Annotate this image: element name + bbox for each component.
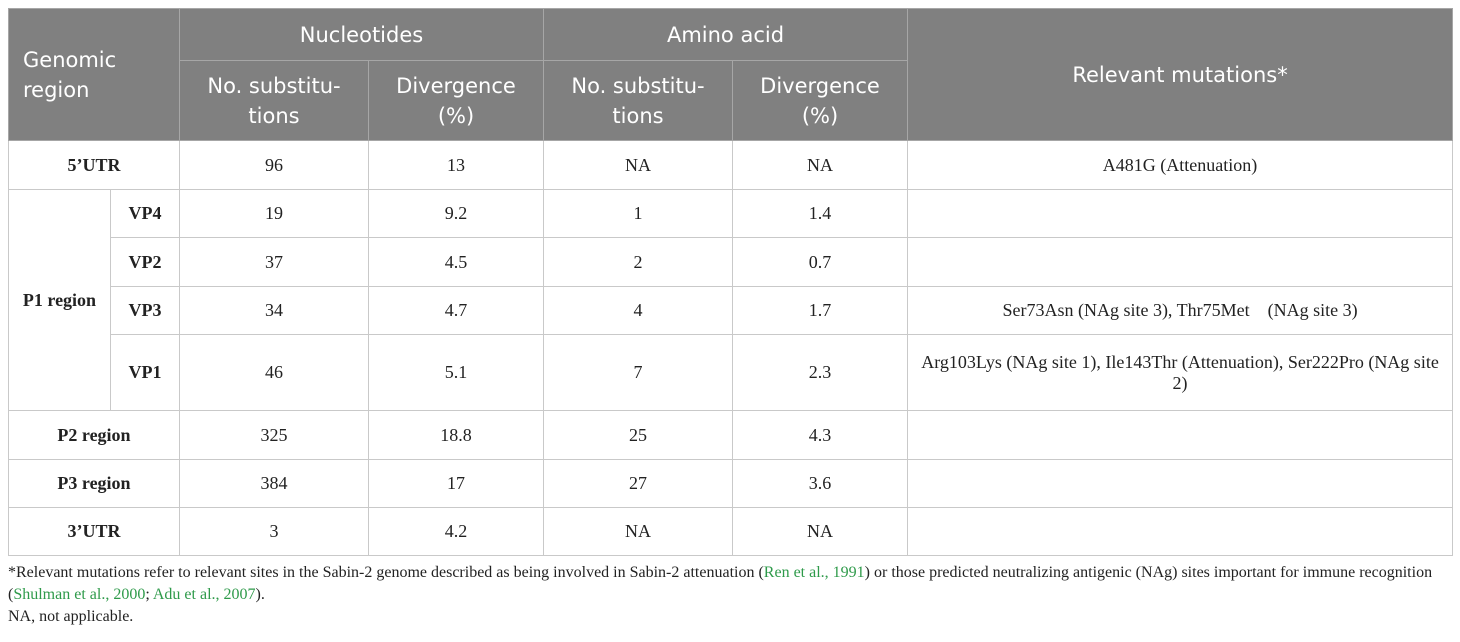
footnote: *Relevant mutations refer to relevant si… — [8, 562, 1448, 628]
group-cell: P1 region — [8, 189, 111, 411]
cell: 46 — [179, 334, 369, 411]
region-cell: P3 region — [8, 459, 180, 508]
mutation-cell: Ser73Asn (NAg site 3), Thr75Met (NAg sit… — [907, 286, 1454, 335]
header-line: Divergence — [396, 73, 516, 98]
cell: 325 — [179, 410, 369, 460]
cell: 18.8 — [368, 410, 544, 460]
cell: 384 — [179, 459, 369, 508]
mutation-cell: A481G (Attenuation) — [907, 140, 1454, 190]
cell: NA — [731, 507, 909, 556]
cell: 2.3 — [731, 334, 909, 411]
header-cell: Nucleotides — [179, 8, 544, 61]
data-table: Genomic region Nucleotides Amino acid Re… — [8, 8, 1454, 556]
citation-link[interactable]: Adu et al., 2007 — [152, 586, 256, 603]
region-cell: VP2 — [110, 237, 180, 287]
table-row: VP3 34 4.7 4 1.7 Ser73Asn (NAg site 3), Thr75… — [9, 286, 1454, 335]
mutation-cell — [907, 237, 1454, 287]
cell: NA — [731, 140, 909, 190]
region-cell: 3’UTR — [8, 507, 180, 556]
footnote-span: *Relevant mutations refer to relevant si… — [8, 564, 764, 581]
cell: 3.6 — [731, 459, 909, 508]
cell: 4.3 — [731, 410, 909, 460]
cell: 3 — [179, 507, 369, 556]
footnote-span: ). — [255, 586, 265, 603]
cell: 4.2 — [368, 507, 544, 556]
header-line: tions — [248, 103, 300, 128]
cell: 7 — [543, 334, 733, 411]
cell: 9.2 — [368, 189, 544, 238]
region-cell: VP3 — [110, 286, 180, 335]
region-cell: VP4 — [110, 189, 180, 238]
mutation-cell — [907, 459, 1454, 508]
table-row: P1 region VP4 19 9.2 1 1.4 — [8, 189, 1454, 411]
cell: 37 — [179, 237, 369, 287]
mutation-cell — [907, 507, 1454, 556]
cell: 5.1 — [368, 334, 544, 411]
cell: 4 — [543, 286, 733, 335]
cell: 96 — [179, 140, 369, 190]
header-cell: No. substitu-tions — [543, 60, 733, 141]
cell: 1.4 — [731, 189, 909, 238]
table-row: P3 region 384 17 27 3.6 — [8, 459, 1454, 508]
table-row: VP2 37 4.5 2 0.7 — [9, 237, 1454, 287]
cell: 34 — [179, 286, 369, 335]
citation-link[interactable]: Ren et al., 1991 — [763, 564, 865, 581]
footnote-span: ; — [145, 586, 153, 603]
cell: 25 — [543, 410, 733, 460]
footnote-note: NA, not applicable. — [8, 608, 134, 625]
header-cell: Amino acid — [542, 8, 909, 61]
cell: 2 — [543, 237, 733, 287]
cell: NA — [543, 507, 733, 556]
cell: 4.7 — [368, 286, 544, 335]
mutation-cell — [907, 189, 1454, 238]
header-line: No. substitu- — [207, 73, 341, 98]
table-row: 5’UTR 96 13 NA NA A481G (Attenuation) — [8, 140, 1454, 190]
cell: 27 — [543, 459, 733, 508]
mutation-cell — [907, 410, 1454, 460]
cell: 1.7 — [731, 286, 909, 335]
region-cell: VP1 — [110, 334, 180, 411]
cell: NA — [543, 140, 733, 190]
table-row: 3’UTR 3 4.2 NA NA — [8, 507, 1454, 556]
header-cell: Divergence (%) — [368, 60, 544, 141]
header-cell: Relevant mutations* — [907, 8, 1454, 141]
cell: 17 — [368, 459, 544, 508]
header-line: tions — [612, 103, 664, 128]
header-cell: Divergence (%) — [731, 60, 909, 141]
header-line: Divergence — [760, 73, 880, 98]
table-row: P2 region 325 18.8 25 4.3 — [8, 410, 1454, 460]
region-cell: P2 region — [8, 410, 180, 460]
footnote-text: *Relevant mutations refer to relevant si… — [8, 562, 1448, 606]
header-cell: No. substitu-tions — [179, 60, 369, 141]
header-line: (%) — [801, 103, 839, 128]
cell: 13 — [368, 140, 544, 190]
footnote-span: ) or those predicted neutralizing antige… — [8, 564, 1433, 603]
header-line: No. substitu- — [571, 73, 705, 98]
citation-link[interactable]: Shulman et al., 2000 — [13, 586, 146, 603]
cell: 1 — [543, 189, 733, 238]
header-cell: Genomic region — [8, 8, 180, 141]
header-line: (%) — [437, 103, 475, 128]
table-row: VP1 46 5.1 7 2.3 Arg103Lys (NAg site 1), Ile1… — [9, 334, 1454, 411]
cell: 0.7 — [731, 237, 909, 287]
cell: 19 — [179, 189, 369, 238]
cell: 4.5 — [368, 237, 544, 287]
region-cell: 5’UTR — [8, 140, 180, 190]
mutation-cell: Arg103Lys (NAg site 1), Ile143Thr (Atten… — [907, 334, 1454, 411]
